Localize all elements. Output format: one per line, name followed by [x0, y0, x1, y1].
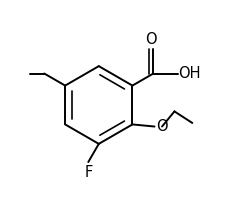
Text: F: F	[84, 165, 93, 180]
Text: OH: OH	[179, 66, 201, 81]
Text: O: O	[145, 32, 157, 47]
Text: O: O	[156, 119, 167, 134]
